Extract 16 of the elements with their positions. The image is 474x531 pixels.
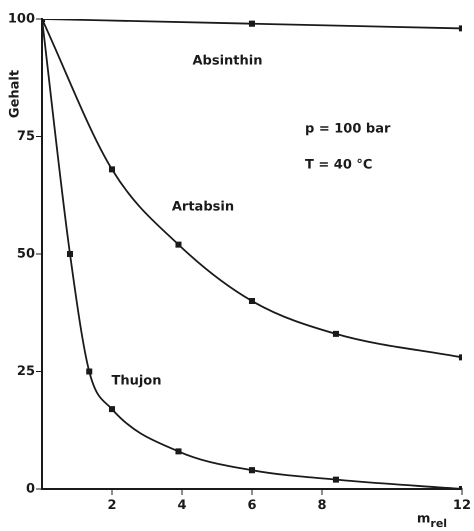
x-tick-label: 6: [247, 498, 256, 514]
x-tick-label: 8: [317, 498, 326, 514]
annotation: T = 40 °C: [305, 157, 372, 172]
series-label: Thujon: [111, 373, 162, 388]
y-tick-label: 50: [16, 246, 35, 262]
y-tick-label: 0: [26, 481, 35, 496]
text: Absinthin: [192, 54, 262, 69]
series-label: Artabsin: [172, 199, 234, 214]
y-tick-label: 25: [16, 364, 35, 379]
y-tick-label: 75: [16, 128, 35, 144]
annotation: p = 100 bar: [305, 121, 391, 136]
y-axis-title: Gehalt: [7, 70, 22, 118]
x-tick-label: 2: [107, 498, 117, 514]
y-tick-label: 100: [8, 11, 35, 26]
x-tick-label: 12: [452, 498, 471, 514]
x-tick-label: 4: [177, 498, 187, 514]
